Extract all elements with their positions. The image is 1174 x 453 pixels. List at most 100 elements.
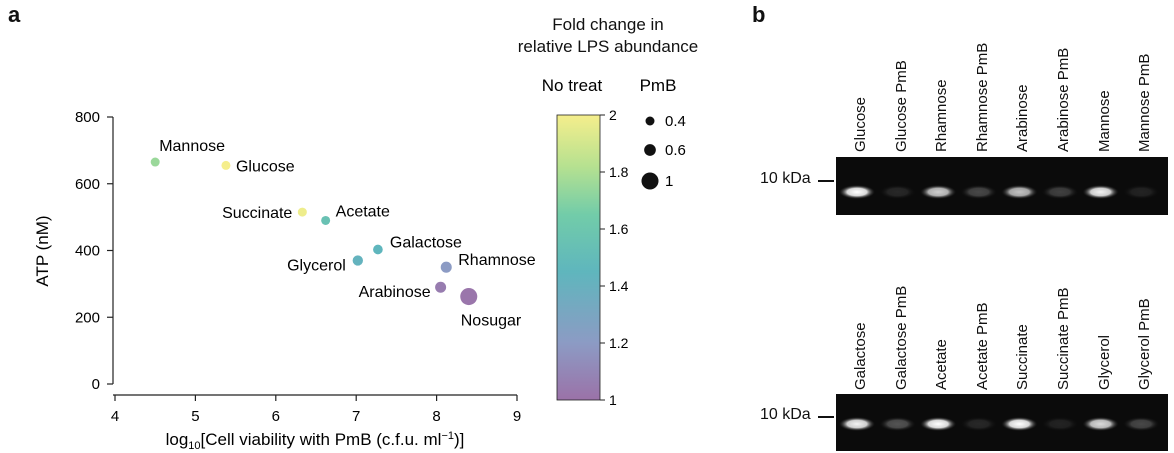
colorbar-tick-label: 1.4 — [609, 278, 629, 294]
gel-band — [879, 417, 916, 431]
gel-lane-label: Galactose — [852, 322, 869, 390]
size-legend-dot — [641, 172, 659, 190]
y-tick-label: 400 — [75, 243, 100, 260]
gel-lane-label: Acetate PmB — [973, 302, 991, 390]
gel-lane-label: Arabinose — [1014, 84, 1032, 152]
x-axis-label-main: log — [166, 430, 189, 449]
gel-top-bands — [839, 185, 1160, 199]
marker-tick-top — [818, 180, 834, 182]
colorbar-tick-label: 1.2 — [609, 335, 629, 351]
gel-lane-label: Succinate — [1014, 324, 1032, 390]
y-tick-label: 600 — [75, 176, 100, 193]
data-point-label: Arabinose — [359, 284, 431, 301]
gel-band — [879, 185, 916, 199]
gel-lane-label: Glucose PmB — [892, 60, 910, 152]
gel-lane-label: Glycerol PmB — [1136, 298, 1154, 390]
data-point-label: Acetate — [336, 203, 390, 220]
colorbar — [556, 114, 601, 401]
y-axis-label: ATP (nM) — [33, 215, 52, 286]
data-point — [435, 281, 447, 293]
y-ticks: 0 200 400 600 800 — [75, 109, 113, 393]
legend-title-line1: Fold change in — [552, 15, 664, 34]
gel-band — [960, 417, 997, 431]
y-tick-label: 800 — [75, 109, 100, 126]
x-tick-label: 4 — [111, 408, 119, 425]
gel-band — [920, 417, 957, 431]
x-tick-label: 7 — [352, 408, 360, 425]
gel-top-background — [836, 157, 1168, 215]
colorbar-label: No treat — [542, 76, 603, 95]
gel-lane-label: Mannose PmB — [1136, 53, 1154, 152]
gel-lane-label: Rhamnose — [933, 79, 951, 152]
gel-band — [1001, 185, 1038, 199]
legend-title-line2: relative LPS abundance — [517, 37, 699, 56]
y-tick-label: 200 — [75, 309, 100, 326]
panel-a-letter: a — [8, 2, 21, 27]
gel-band — [839, 185, 875, 199]
gel-top — [836, 157, 1168, 215]
gel-lane-label: Glycerol — [1095, 334, 1113, 390]
size-legend-dot — [645, 116, 655, 126]
data-point — [321, 215, 331, 225]
panel-b-letter: b — [752, 2, 766, 27]
colorbar-tick-label: 1.8 — [609, 164, 629, 180]
size-legend: 0.4 0.6 1 — [641, 113, 686, 190]
data-point-label: Glucose — [236, 158, 295, 175]
gel-lane-label: Rhamnose PmB — [973, 42, 991, 152]
gel-band — [839, 417, 875, 431]
gel-band — [920, 185, 957, 199]
marker-label-bottom: 10 kDa — [760, 406, 811, 423]
marker-label-top: 10 kDa — [760, 170, 811, 187]
scatter-chart: 0 200 400 600 800 4 5 6 7 8 9 ATP (nM) log10[Cell… — [33, 76, 686, 452]
gel-lane-label: Arabinose PmB — [1055, 47, 1072, 152]
x-axis-label: log10[Cell viability with PmB (c.f.u. ml… — [166, 430, 465, 452]
data-point-label: Galactose — [390, 234, 462, 251]
gel-band — [1123, 185, 1160, 199]
gel-band — [1123, 417, 1160, 431]
data-point — [352, 255, 363, 266]
data-point — [373, 244, 383, 255]
gel-band — [1042, 185, 1078, 199]
colorbar-tick-label: 2 — [609, 107, 617, 123]
x-axis-label-end: )] — [454, 430, 464, 449]
x-tick-label: 9 — [513, 408, 521, 425]
gel-lane-label: Glucose — [852, 96, 869, 152]
x-tick-label: 5 — [191, 408, 199, 425]
gel-band — [1042, 417, 1078, 431]
size-legend-title: PmB — [640, 76, 677, 95]
size-legend-label: 0.6 — [665, 142, 686, 159]
size-legend-dot — [644, 144, 656, 156]
gel-band — [1001, 417, 1038, 431]
data-point-label: Glycerol — [287, 258, 346, 275]
gel-lane-label: Succinate PmB — [1055, 287, 1072, 390]
marker-tick-bottom — [818, 416, 834, 418]
y-tick-label: 0 — [92, 376, 100, 393]
size-legend-label: 1 — [665, 173, 673, 190]
colorbar-tick-label: 1 — [609, 392, 617, 408]
x-tick-label: 6 — [272, 408, 280, 425]
data-point-label: Rhamnose — [458, 252, 535, 269]
x-axis-label-sup: −1 — [441, 430, 454, 442]
data-point — [150, 157, 160, 167]
gel-lane-label: Mannose — [1095, 90, 1113, 152]
data-point — [460, 288, 478, 306]
chart-axes — [112, 117, 517, 396]
gel-band — [1082, 417, 1119, 431]
data-point — [297, 207, 307, 217]
colorbar-tick-label: 1.6 — [609, 221, 629, 237]
gel-bottom-bands — [839, 417, 1160, 431]
data-point-label: Mannose — [159, 138, 225, 155]
x-tick-label: 8 — [432, 408, 440, 425]
x-axis-label-sub: 10 — [188, 440, 200, 452]
x-axis-label-rest: [Cell viability with PmB (c.f.u. ml — [201, 430, 442, 449]
legend-title: Fold change in relative LPS abundance — [488, 14, 728, 58]
data-point — [221, 160, 231, 170]
colorbar-ticks: 2 1.8 1.6 1.4 1.2 1 — [600, 107, 629, 408]
data-point-label: Succinate — [222, 205, 292, 222]
x-ticks: 4 5 6 7 8 9 — [111, 395, 521, 425]
size-legend-label: 0.4 — [665, 113, 686, 130]
gel-bottom — [836, 394, 1168, 451]
data-point-label: Nosugar — [461, 313, 522, 330]
gel-band — [960, 185, 997, 199]
